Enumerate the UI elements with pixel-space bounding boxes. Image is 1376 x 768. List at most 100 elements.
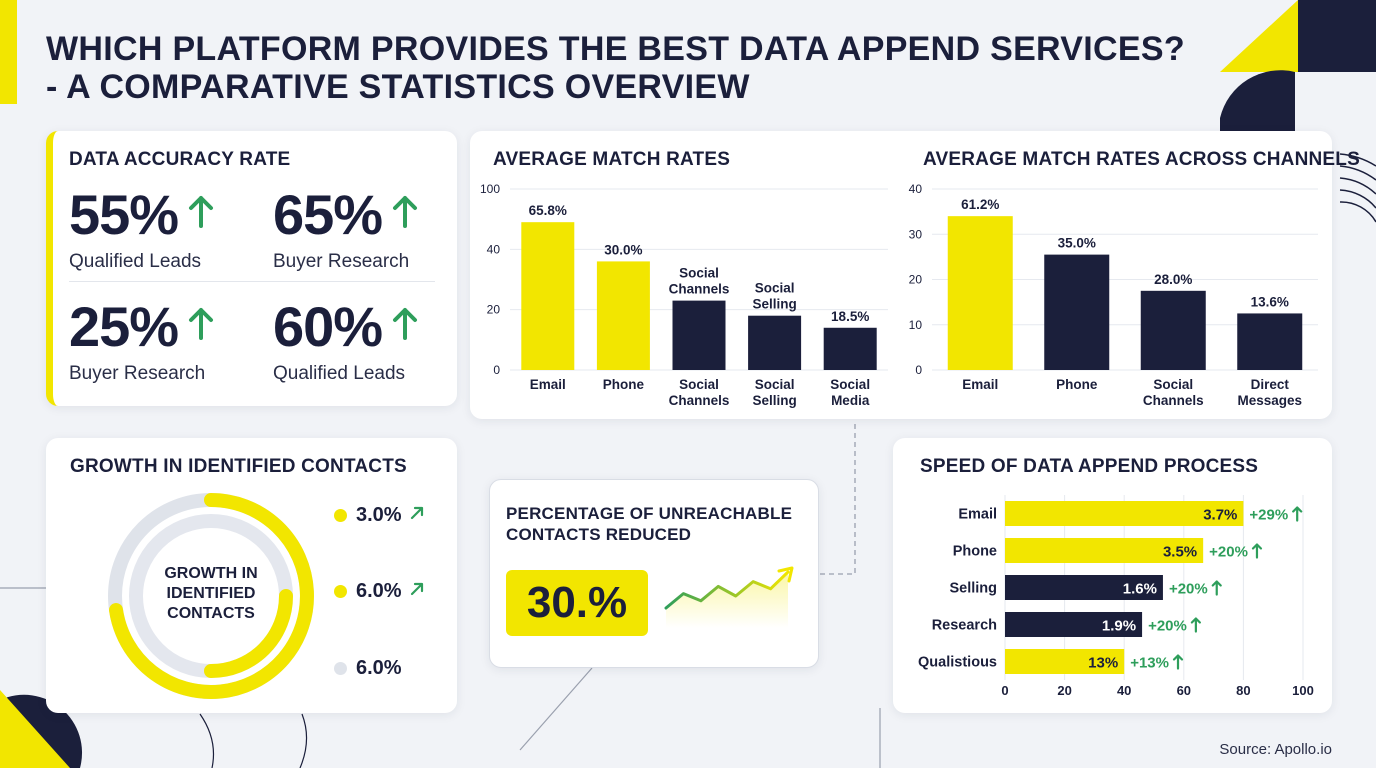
stat-value: 60% bbox=[273, 295, 383, 358]
stat-label: Buyer Research bbox=[69, 363, 206, 384]
growth-legend-item: 6.0% bbox=[334, 580, 425, 603]
data-label: Social bbox=[755, 281, 795, 296]
arrow-up-right-icon bbox=[409, 505, 425, 526]
stat-item: 55% Qualified Leads bbox=[69, 187, 214, 273]
donut-center-label: GROWTH IN bbox=[164, 565, 257, 582]
arrow-up-icon bbox=[1190, 617, 1201, 633]
y-tick-label: 30 bbox=[909, 227, 923, 241]
stat-value: 65% bbox=[273, 183, 383, 246]
data-label: 1.9% bbox=[1102, 618, 1136, 635]
y-tick-label: 40 bbox=[909, 182, 923, 196]
bar bbox=[1237, 313, 1303, 370]
trend-sparkline bbox=[664, 566, 794, 628]
stat-item: 25% Buyer Research bbox=[69, 299, 214, 385]
unreachable-value: 30.% bbox=[526, 578, 628, 627]
donut-center-label: IDENTIFIED bbox=[167, 585, 256, 602]
x-tick-label: 0 bbox=[1001, 683, 1008, 698]
y-tick-label: Qualistious bbox=[918, 655, 997, 671]
stat-label: Qualified Leads bbox=[69, 251, 202, 272]
stat-item: 60% Qualified Leads bbox=[273, 299, 418, 385]
y-tick-label: 100 bbox=[480, 182, 500, 196]
x-tick-label: 40 bbox=[1117, 683, 1131, 698]
bar bbox=[823, 327, 877, 370]
change-label: +20% bbox=[1169, 581, 1208, 598]
arrow-up-icon bbox=[392, 194, 418, 233]
bar bbox=[1005, 649, 1125, 674]
match-rates-channels-chart: 0 10 20 30 40 61.2% Email 35.0% Phone 28.0% Social… bbox=[909, 182, 1318, 408]
data-label: 30.0% bbox=[604, 242, 642, 257]
data-label: 61.2% bbox=[961, 197, 999, 212]
data-label: 35.0% bbox=[1058, 236, 1096, 251]
right-arc-lines bbox=[1339, 153, 1376, 223]
y-tick-label: Phone bbox=[953, 544, 997, 560]
arrow-up-icon bbox=[188, 194, 214, 233]
unreachable-title-line1: PERCENTAGE OF UNREACHABLE bbox=[506, 504, 793, 523]
change-label: +20% bbox=[1148, 618, 1187, 635]
legend-value: 6.0% bbox=[356, 657, 402, 679]
sparkline-line bbox=[664, 570, 790, 610]
y-tick-label: 40 bbox=[487, 242, 501, 256]
growth-title: GROWTH IN IDENTIFIED CONTACTS bbox=[70, 456, 407, 477]
top-right-decoration bbox=[1220, 0, 1376, 140]
speed-chart: 0 20 40 60 80 100 Email 3.7% +29% Phone 3.5% +20% Se… bbox=[918, 495, 1314, 698]
x-tick-label: Media bbox=[831, 393, 870, 408]
bar bbox=[1005, 501, 1244, 526]
arrow-up-icon bbox=[1292, 506, 1303, 522]
x-tick-label: Channels bbox=[1143, 393, 1204, 408]
legend-dot bbox=[334, 585, 347, 598]
speed-card: SPEED OF DATA APPEND PROCESS 0 20 40 60 80 10… bbox=[893, 438, 1332, 713]
bar bbox=[1005, 538, 1204, 563]
data-label: 18.5% bbox=[831, 309, 869, 324]
legend-dot bbox=[334, 662, 347, 675]
bar bbox=[1005, 575, 1163, 600]
unreachable-value-box: 30.% bbox=[506, 570, 648, 636]
bar bbox=[1044, 254, 1110, 370]
y-tick-label: Email bbox=[958, 507, 997, 523]
page-title-line1: WHICH PLATFORM PROVIDES THE BEST DATA AP… bbox=[46, 30, 1185, 68]
growth-arc-inner bbox=[204, 589, 293, 678]
bar bbox=[1140, 290, 1206, 370]
growth-legend-item: 6.0% bbox=[334, 657, 402, 680]
unreachable-title-line2: CONTACTS REDUCED bbox=[506, 525, 692, 544]
sparkline-area bbox=[666, 572, 788, 628]
x-tick-label: Social bbox=[830, 377, 870, 392]
x-tick-label: Social bbox=[755, 377, 795, 392]
growth-arc-outer bbox=[109, 493, 314, 699]
data-label: Social bbox=[679, 266, 719, 281]
y-tick-label: 10 bbox=[909, 318, 923, 332]
x-tick-label: 100 bbox=[1292, 683, 1314, 698]
x-tick-label: Channels bbox=[669, 393, 730, 408]
arrow-up-icon bbox=[1172, 654, 1184, 670]
match-rates-chart: 0204010065.8%Email30.0%PhoneSocialChanne… bbox=[480, 182, 888, 408]
match-rates-channels-chart-title: AVERAGE MATCH RATES ACROSS CHANNELS bbox=[923, 149, 1360, 170]
bar bbox=[1005, 612, 1143, 637]
match-rates-chart-title: AVERAGE MATCH RATES bbox=[493, 149, 731, 170]
bottom-left-decoration bbox=[0, 690, 83, 768]
y-tick-label: 20 bbox=[909, 273, 923, 287]
stat-item: 65% Buyer Research bbox=[273, 187, 418, 273]
x-tick-label: Direct bbox=[1251, 377, 1290, 392]
arrow-up-icon bbox=[1211, 580, 1222, 596]
data-label: Channels bbox=[669, 282, 730, 297]
y-tick-label: Research bbox=[932, 618, 997, 634]
legend-value: 3.0% bbox=[356, 504, 402, 526]
y-tick-label: 0 bbox=[915, 363, 922, 377]
data-label: 3.7% bbox=[1203, 507, 1237, 524]
bar bbox=[947, 216, 1013, 370]
arrow-up-icon bbox=[1251, 543, 1263, 559]
y-tick-label: 0 bbox=[493, 363, 500, 377]
legend-value: 6.0% bbox=[356, 580, 402, 602]
corner-yellow-tab bbox=[0, 0, 17, 104]
bar bbox=[672, 300, 726, 370]
data-label: 1.6% bbox=[1123, 581, 1157, 598]
x-tick-label: Email bbox=[530, 377, 566, 392]
data-label: 13.6% bbox=[1251, 294, 1289, 309]
x-tick-label: Email bbox=[962, 377, 998, 392]
x-tick-label: 60 bbox=[1177, 683, 1191, 698]
x-tick-label: Social bbox=[1153, 377, 1193, 392]
stat-value: 25% bbox=[69, 295, 179, 358]
y-tick-label: 20 bbox=[487, 303, 501, 317]
bar bbox=[596, 261, 650, 370]
arrow-head-icon bbox=[777, 566, 794, 583]
